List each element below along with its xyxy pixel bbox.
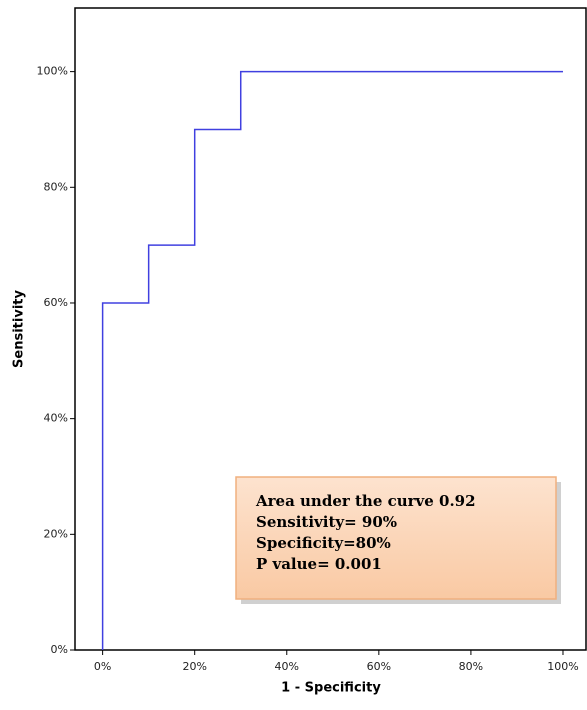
y-axis-label: Sensitivity — [12, 290, 27, 368]
x-tick-label: 60% — [367, 660, 391, 673]
x-tick-label: 40% — [275, 660, 299, 673]
y-tick-label: 20% — [44, 527, 68, 540]
y-tick-label: 80% — [44, 180, 68, 193]
y-tick-label: 100% — [37, 65, 68, 78]
x-tick-label: 20% — [182, 660, 206, 673]
y-tick-label: 0% — [51, 643, 68, 656]
annotation-text: Sensitivity= 90% — [256, 513, 397, 531]
annotation-text: Specificity=80% — [256, 534, 391, 552]
annotation-text: P value= 0.001 — [256, 555, 382, 573]
y-tick-label: 60% — [44, 296, 68, 309]
x-tick-label: 0% — [94, 660, 111, 673]
x-tick-label: 80% — [459, 660, 483, 673]
x-tick-label: 100% — [547, 660, 578, 673]
x-axis-label: 1 - Specificity — [281, 681, 381, 696]
roc-line — [101, 70, 563, 650]
annotation-box: Area under the curve 0.92 Sensitivity= 90… — [235, 476, 561, 604]
annotation-text: Area under the curve 0.92 — [255, 492, 476, 510]
box — [235, 476, 557, 600]
y-tick-label: 40% — [44, 412, 68, 425]
